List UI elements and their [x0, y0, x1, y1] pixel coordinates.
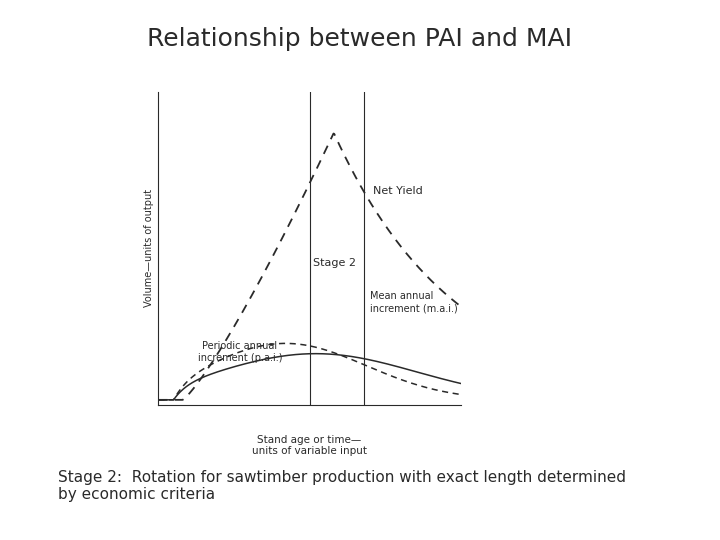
- Text: Mean annual
increment (m.a.i.): Mean annual increment (m.a.i.): [370, 292, 458, 313]
- Text: Relationship between PAI and MAI: Relationship between PAI and MAI: [148, 27, 572, 51]
- Text: Net Yield: Net Yield: [373, 186, 423, 197]
- Text: Stand age or time—
units of variable input: Stand age or time— units of variable inp…: [252, 435, 367, 456]
- Y-axis label: Volume—units of output: Volume—units of output: [144, 190, 154, 307]
- Text: Periodic annual
increment (p.a.i.): Periodic annual increment (p.a.i.): [198, 341, 282, 363]
- Text: Stage 2:  Rotation for sawtimber production with exact length determined
by econ: Stage 2: Rotation for sawtimber producti…: [58, 470, 626, 502]
- Text: Stage 2: Stage 2: [312, 258, 356, 268]
